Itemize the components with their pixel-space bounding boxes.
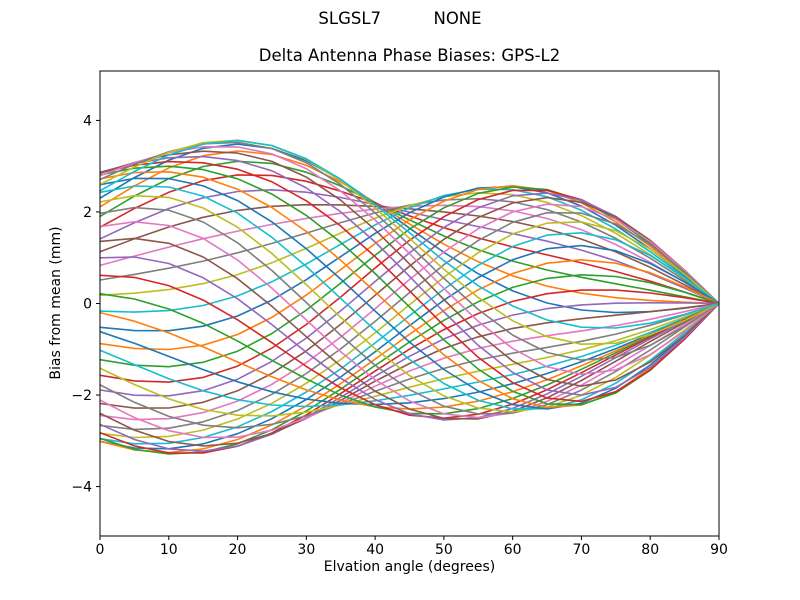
bias-line: [100, 174, 719, 305]
axis-ticks: [96, 119, 720, 540]
bias-line: [100, 274, 719, 420]
bias-line: [100, 197, 719, 305]
bias-line: [100, 150, 719, 305]
x-tick-label: 20: [229, 542, 247, 558]
bias-line: [100, 221, 719, 419]
bias-line: [100, 188, 719, 313]
bias-line: [100, 150, 719, 387]
figure-suptitle: SLGSL7 NONE: [318, 9, 482, 28]
bias-line: [100, 244, 719, 450]
x-tick-label: 10: [160, 542, 178, 558]
x-axis-label: Elvation angle (degrees): [323, 559, 496, 575]
bias-line: [100, 302, 719, 417]
bias-line: [100, 177, 719, 410]
bias-line: [100, 185, 719, 410]
bias-line: [100, 196, 719, 409]
bias-line: [100, 203, 719, 421]
bias-line: [100, 302, 719, 439]
bias-line: [100, 211, 719, 431]
axes-title: Delta Antenna Phase Biases: GPS-L2: [258, 46, 561, 65]
bias-line: [100, 194, 719, 413]
bias-line: [100, 237, 719, 420]
x-tick-label: 90: [710, 542, 728, 558]
bias-line: [100, 221, 719, 439]
bias-line: [100, 302, 719, 429]
bias-line: [100, 203, 719, 305]
series-lines: [100, 139, 719, 455]
bias-line: [100, 184, 719, 351]
x-tick-label: 60: [504, 542, 522, 558]
bias-line: [100, 206, 719, 415]
y-tick-label: 0: [83, 297, 92, 313]
x-tick-label: 80: [641, 542, 659, 558]
x-tick-label: 0: [96, 542, 105, 558]
bias-line: [100, 146, 719, 376]
x-tick-label: 30: [297, 542, 315, 558]
bias-line: [100, 185, 719, 332]
bias-line: [100, 301, 719, 453]
axes-frame: [99, 70, 720, 537]
x-tick-label: 40: [366, 542, 384, 558]
axis-tick-labels: 0 10 20 30 40 50 60 70 80 90 −4 −2 0 2 4: [71, 113, 728, 558]
y-tick-label: −2: [71, 388, 92, 404]
x-tick-label: 50: [435, 542, 453, 558]
bias-line: [100, 155, 719, 397]
x-tick-label: 70: [573, 542, 591, 558]
y-tick-label: 4: [83, 113, 92, 129]
y-tick-label: 2: [83, 205, 92, 221]
bias-line: [100, 258, 719, 454]
bias-line: [100, 302, 719, 447]
bias-line: [100, 192, 719, 305]
y-tick-label: −4: [71, 480, 92, 496]
bias-line: [100, 139, 719, 346]
bias-line: [100, 139, 719, 329]
bias-line: [100, 302, 719, 406]
bias-line: [100, 165, 719, 406]
bias-line: [100, 302, 719, 408]
bias-line: [100, 289, 719, 454]
bias-line: [100, 160, 719, 403]
